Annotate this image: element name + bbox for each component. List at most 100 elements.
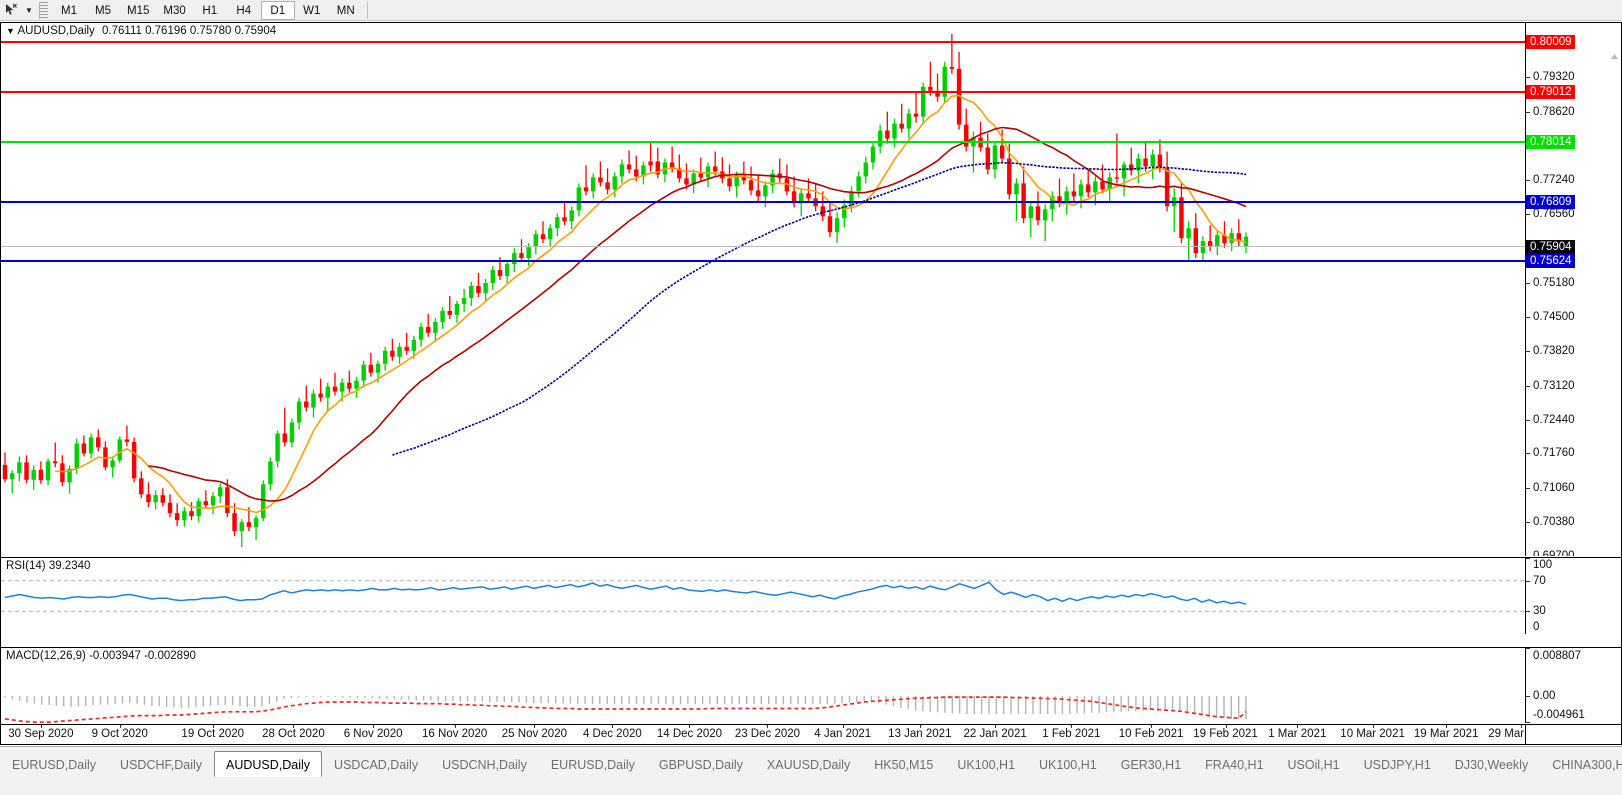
time-tick-label: 28 Oct 2020 [262,728,325,740]
price-tick [1526,350,1530,352]
timeframe-w1[interactable]: W1 [303,4,321,17]
timeframe-h1[interactable]: H1 [202,4,218,17]
rsi-axis[interactable]: 100 70 30 0 [1526,558,1621,634]
macd-tick-label: 0.008807 [1533,650,1581,662]
chart-header: ▼ AUDUSD,Daily 0.76111 0.76196 0.75780 0… [6,25,276,37]
chart-tab-fra40-h1[interactable]: FRA40,H1 [1205,758,1264,772]
chart-tab-uk100-h1[interactable]: UK100,H1 [957,758,1016,772]
time-tick-label: 19 Mar 2021 [1413,728,1479,740]
timeframe-mn[interactable]: MN [336,4,355,17]
timeframe-m5[interactable]: M5 [95,4,111,17]
price-tag-support-2[interactable]: 0.75624 [1526,253,1575,268]
time-tick [842,725,844,728]
time-tick-label: 1 Mar 2021 [1268,728,1327,740]
time-tick [1071,725,1073,728]
macd-tick [1526,722,1530,723]
timeframe-m15[interactable]: M15 [127,4,150,17]
chevron-down-icon[interactable]: ▼ [25,5,33,15]
level-line-last-price[interactable] [1,245,1525,247]
macd-series [4,696,1247,723]
price-tag-pivot[interactable]: 0.78014 [1526,134,1575,149]
level-line-resistance-1[interactable] [1,91,1525,94]
timeframe-h4[interactable]: H4 [236,4,252,17]
price-tick-label: 0.71060 [1533,482,1575,495]
chart-tab-gbpusd-daily[interactable]: GBPUSD,Daily [658,758,743,772]
chart-tab-uk100-h1[interactable]: UK100,H1 [1039,758,1097,772]
chart-tab-usdcnh-daily[interactable]: USDCNH,Daily [442,758,527,772]
macd-pane[interactable]: MACD(12,26,9) -0.003947 -0.002890 0.0088… [1,647,1621,723]
chart-tab-hk50-m15[interactable]: HK50,M15 [874,758,934,772]
price-tag-resistance-2[interactable]: 0.80009 [1526,35,1575,50]
macd-tick-label: 0.00 [1533,689,1556,702]
macd-axis[interactable]: 0.008807 0.00 -0.004961 [1526,648,1621,723]
timeframe-list: M1 M5 M15 M30 H1 H4 D1 W1 MN [52,0,363,20]
macd-axis-separator [1525,648,1526,723]
time-tick-label: 10 Mar 2021 [1340,728,1405,740]
price-tag-last-price[interactable]: 0.75904 [1526,239,1575,254]
scroll-up-icon[interactable] [1610,47,1619,59]
rsi-plot-area[interactable] [1,558,1525,634]
price-tick-label: 0.72440 [1533,413,1575,426]
level-line-support-1[interactable] [1,200,1525,203]
timeframe-d1[interactable]: D1 [260,0,295,20]
chart-tab-dj30-weekly[interactable]: DJ30,Weekly [1454,758,1529,772]
price-tick [1526,522,1530,524]
toolbar-grip-icon[interactable] [39,1,48,19]
chart-tab-xauusd-daily[interactable]: XAUUSD,Daily [766,758,851,772]
price-tick-label: 0.79320 [1533,70,1575,83]
price-pane[interactable]: ▼ AUDUSD,Daily 0.76111 0.76196 0.75780 0… [1,23,1621,556]
macd-plot-area[interactable] [1,648,1525,723]
macd-tick-label: -0.004961 [1533,709,1585,721]
time-tick-label: 4 Jan 2021 [814,728,872,740]
macd-tick [1526,695,1530,697]
chart-tab-china300-h1[interactable]: CHINA300,H1 [1552,758,1622,772]
level-line-resistance-2[interactable] [1,41,1525,44]
time-tick [212,725,214,728]
price-tick-label: 0.77240 [1533,174,1575,187]
time-tick [767,725,769,728]
chart-tab-ger30-h1[interactable]: GER30,H1 [1120,758,1182,772]
time-tick-label: 25 Nov 2020 [501,728,567,740]
time-tick [995,725,997,728]
rsi-tick [1526,558,1530,559]
price-tick [1526,316,1530,318]
price-axis[interactable]: 0.793200.786200.779400.772400.765600.751… [1526,23,1621,556]
price-tag-resistance-1[interactable]: 0.79012 [1526,85,1575,100]
level-line-support-2[interactable] [1,259,1525,262]
chart-tab-usdchf-daily[interactable]: USDCHF,Daily [120,758,202,772]
price-tick [1526,111,1530,113]
time-tick [1520,725,1522,728]
timeframe-toolbar: ▼ M1 M5 M15 M30 H1 H4 D1 W1 MN [0,0,1622,21]
timeframe-m30[interactable]: M30 [163,4,186,17]
rsi-tick [1526,580,1530,582]
time-tick-label: 10 Feb 2021 [1118,728,1184,740]
chart-ohlc-label: 0.76111 0.76196 0.75780 0.75904 [102,25,277,37]
time-tick [373,725,375,728]
rsi-tick-label: 100 [1533,559,1553,571]
chart-tab-eurusd-daily[interactable]: EURUSD,Daily [12,758,97,772]
chart-tab-eurusd-daily[interactable]: EURUSD,Daily [550,758,635,772]
chart-tab-usoil-h1[interactable]: USOil,H1 [1287,758,1340,772]
timeframe-m1[interactable]: M1 [61,4,77,17]
rsi-pane[interactable]: RSI(14) 39.2340 100 70 30 0 [1,557,1621,634]
chart-tab-audusd-daily[interactable]: AUDUSD,Daily [214,751,323,777]
price-plot-area[interactable] [1,23,1525,556]
time-tick [40,725,42,728]
price-tag-support-1[interactable]: 0.76809 [1526,194,1575,209]
chart-tab-usdcad-daily[interactable]: USDCAD,Daily [334,758,419,772]
macd-label: MACD(12,26,9) -0.003947 -0.002890 [6,650,196,662]
chart-tab-usdjpy-h1[interactable]: USDJPY,H1 [1363,758,1431,772]
price-tick-label: 0.70380 [1533,516,1575,529]
time-tick [1225,725,1227,728]
time-tick [454,725,456,728]
triangle-down-icon[interactable]: ▼ [6,26,15,36]
time-axis[interactable]: 30 Sep 2020 9 Oct 2020 19 Oct 2020 28 Oct 2… [1,724,1621,744]
time-tick-label: 30 Sep 2020 [8,728,74,740]
level-line-pivot[interactable] [1,140,1525,143]
macd-tick [1526,648,1530,649]
time-axis-labels[interactable]: 30 Sep 2020 9 Oct 2020 19 Oct 2020 28 Oct 2… [1,725,1525,744]
price-tick-label: 0.69700 [1533,550,1575,556]
time-tick-label: 19 Feb 2021 [1193,728,1258,740]
crosshair-cursor-icon[interactable] [0,0,22,20]
